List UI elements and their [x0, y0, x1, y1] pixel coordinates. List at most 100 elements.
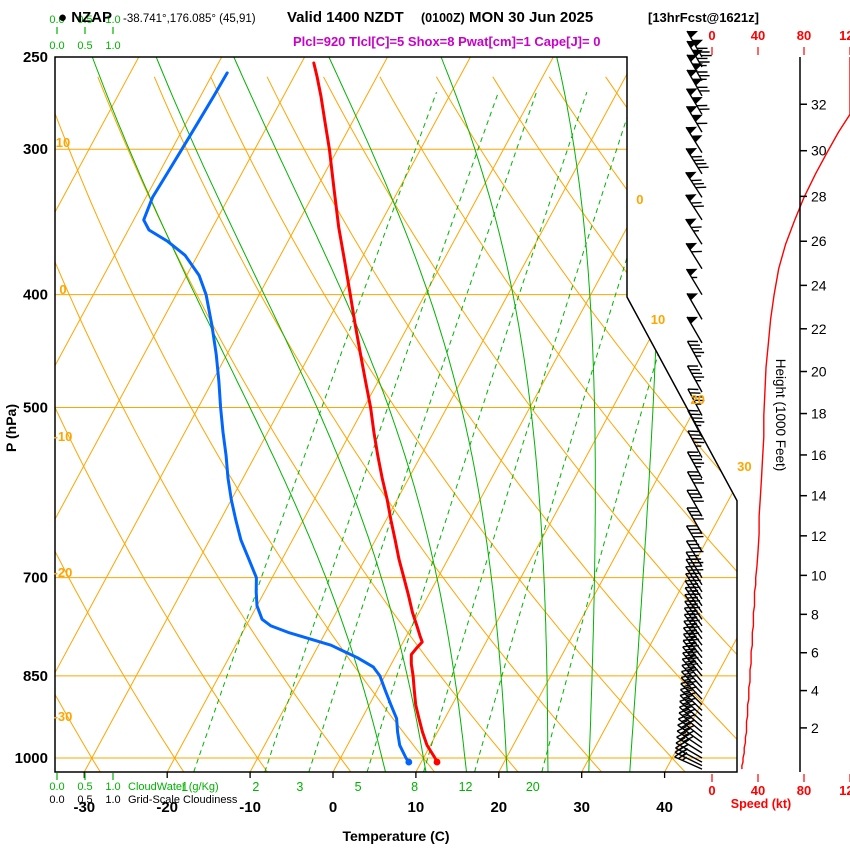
pressure-tick-label: 300 [23, 141, 48, 158]
wind-barb [685, 105, 708, 133]
wind-barbs [674, 30, 712, 770]
temp-tick-label: -20 [156, 799, 178, 816]
wind-barb [686, 340, 705, 368]
cloud-scale-top-label2: 0.0 [49, 40, 64, 52]
dry-adiabat-line [435, 76, 737, 772]
moist-adiabat-line [629, 57, 661, 772]
isotherm-label: 0 [636, 192, 643, 207]
dry-adiabat-line [55, 76, 352, 772]
barb-pennant [692, 78, 703, 86]
pressure-tick-label: 1000 [15, 750, 48, 767]
temp-axis-title: Temperature (C) [342, 828, 449, 844]
temp-tick-label: 0 [329, 799, 337, 816]
height-tick-label: 14 [811, 488, 827, 504]
moist-adiabat-line [440, 57, 549, 772]
barb-pennant [685, 171, 697, 179]
speed-tick-top: 0 [708, 28, 715, 43]
wind-barb [686, 451, 705, 479]
speed-tick-top: 120 [839, 28, 850, 43]
mixing-ratio-line [264, 92, 499, 772]
dry-adiabat-line [97, 76, 519, 772]
plot-border [54, 56, 738, 773]
barb-pennant [691, 97, 703, 104]
mixing-ratio-label: 2 [252, 780, 259, 794]
valid-time: Valid 1400 NZDT [287, 9, 404, 26]
dry-adiabat-label: 0 [59, 282, 66, 297]
barb-pennant [685, 218, 697, 226]
height-axis-title: Height (1000 Feet) [773, 359, 788, 472]
cloudwater-scale-label: 0.0 [49, 781, 64, 793]
cloudiness-title: Grid-Scale Cloudiness [128, 794, 238, 806]
wind-barb [674, 750, 703, 770]
height-tick-label: 12 [811, 528, 827, 544]
mixing-ratio-label: 12 [459, 780, 473, 794]
dry-adiabat-line [153, 76, 602, 772]
isotherm-line [55, 57, 223, 772]
wind-barb [685, 558, 704, 586]
wind-barb [685, 194, 704, 221]
wind-barb [685, 525, 704, 553]
wind-barb [687, 409, 705, 438]
wind-barb [685, 565, 703, 593]
isotherm-label: 10 [651, 312, 665, 327]
isotherm-line [55, 57, 306, 772]
cloud-scale-top-label: 0.5 [77, 14, 92, 26]
pressure-tick-label: 850 [23, 668, 48, 685]
cloudiness-scale-label: 0.5 [77, 794, 92, 806]
cloudwater-scale-label: 1.0 [105, 781, 120, 793]
temp-tick-label: 40 [656, 799, 673, 816]
height-tick-label: 32 [811, 96, 827, 112]
dry-adiabat-line [55, 76, 268, 772]
barb-pennant [686, 268, 698, 276]
speed-axis: 0 0 40 40 80 80 120 120 Speed (kt) [708, 28, 850, 811]
barb-pennant [685, 194, 697, 202]
wind-barb [686, 293, 703, 320]
skewt-grid-green [91, 57, 737, 772]
mixing-ratio-line [366, 92, 588, 772]
surface-temperature-dot [433, 758, 441, 766]
height-tick-label: 2 [811, 720, 819, 736]
dry-adiabat-line [55, 76, 101, 772]
mixing-ratio-line [423, 92, 636, 772]
valid-zulu: (0100Z) [421, 11, 465, 25]
sounding-params: Plcl=920 Tlcl[C]=5 Shox=8 Pwat[cm]=1 Cap… [293, 34, 600, 49]
dry-adiabat-label: 10 [56, 135, 70, 150]
wind-barb [685, 218, 703, 245]
mixing-ratio-line [308, 92, 537, 772]
height-tick-label: 16 [811, 447, 827, 463]
wind-barb [674, 745, 703, 767]
dry-adiabat-line [210, 76, 686, 772]
moist-adiabat-line [328, 57, 508, 772]
cloudiness-scale-label: 1.0 [105, 794, 120, 806]
isotherm-line [55, 57, 140, 772]
pressure-tick-label: 400 [23, 287, 48, 304]
wind-barb [686, 54, 710, 82]
pressure-axis: 250 300 400 500 700 850 1000 P (hPa) [3, 49, 48, 767]
moist-adiabat-line [155, 57, 427, 772]
wind-barb [686, 316, 703, 344]
temperature-curve [312, 61, 439, 764]
barb-pennant [691, 114, 703, 122]
height-tick-label: 10 [811, 567, 827, 583]
wind-barb [685, 572, 703, 600]
wind-barb [686, 69, 710, 97]
temp-tick-label: 10 [408, 799, 425, 816]
barb-pennant [687, 31, 698, 38]
cloud-scale-top-label: 1.0 [105, 14, 120, 26]
speed-tick-bottom: 80 [797, 783, 811, 798]
cloud-scale-top-label: 0.0 [49, 14, 64, 26]
dry-adiabat-line [266, 76, 737, 772]
cloud-scales: 0.00.00.00.00.50.50.50.51.01.01.01.0Clou… [49, 14, 238, 806]
wind-barb [685, 148, 709, 175]
dry-adiabat-line [55, 76, 185, 772]
temp-tick-label: -10 [239, 799, 261, 816]
isotherm-line [581, 57, 737, 772]
moist-adiabat-line [233, 57, 467, 772]
speed-tick-bottom: 120 [839, 783, 850, 798]
wind-barb [675, 741, 703, 763]
mixing-ratio-label: 3 [296, 780, 303, 794]
wind-barb [687, 430, 705, 458]
speed-tick-top: 40 [751, 28, 765, 43]
